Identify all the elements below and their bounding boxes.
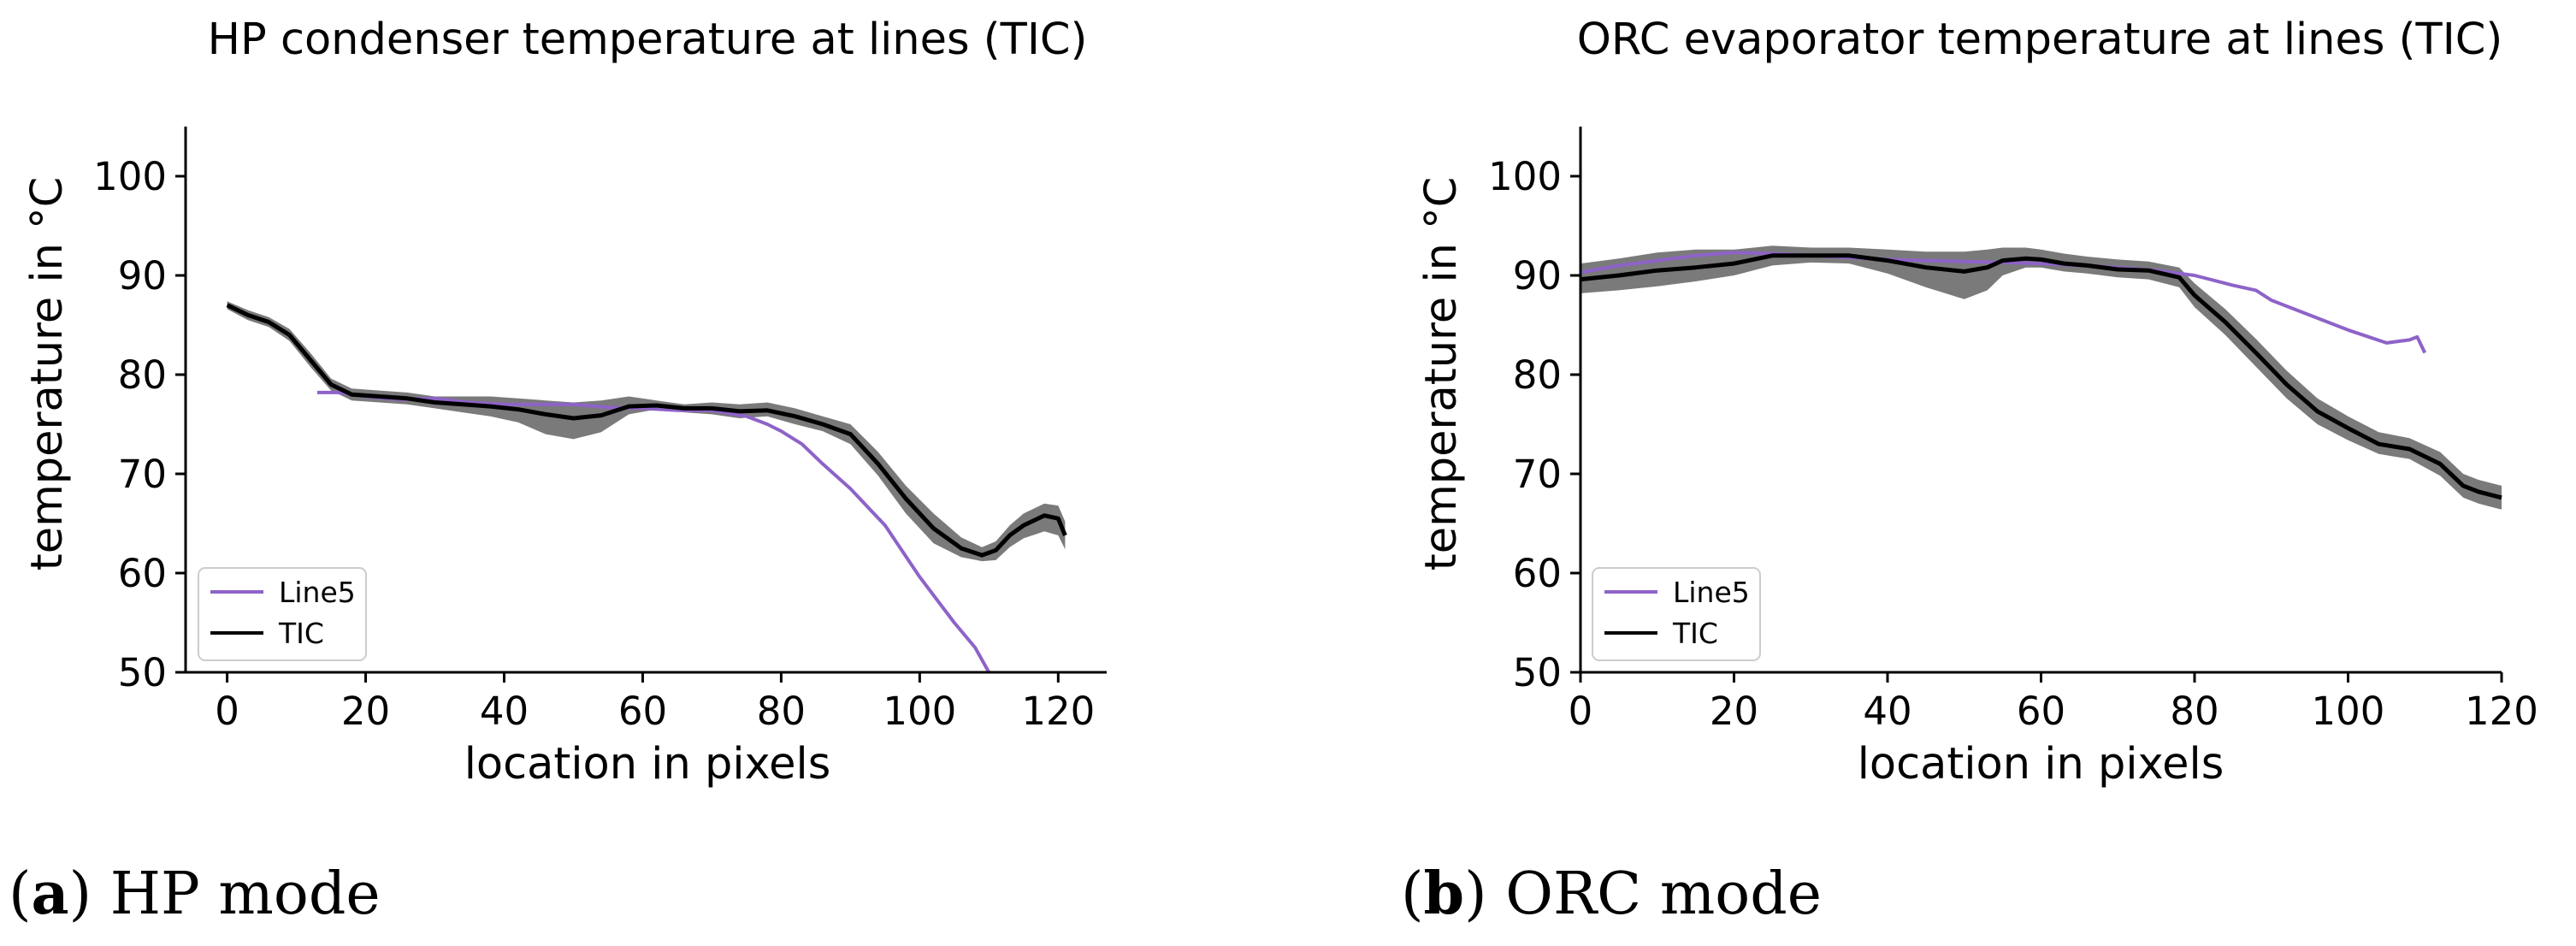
chart-title: HP condenser temperature at lines (TIC) [208,15,1088,65]
caption-letter: b [1423,860,1465,928]
y-tick-label: 50 [1513,650,1562,695]
caption-b: (b) ORC mode [1401,860,1823,928]
series-line-line5 [316,390,991,672]
tic-uncertainty-band [1580,245,2502,510]
y-axis-ticks: 50 60 70 80 90 100 [93,154,186,695]
x-tick-label: 60 [618,689,667,734]
series-line-tic [226,303,1067,558]
x-tick-label: 60 [2017,689,2065,734]
x-axis-ticks: 0 20 40 60 80 100 120 [1569,672,2538,734]
y-axis-label: temperature in °C [1416,177,1467,571]
y-tick-label: 60 [1513,551,1562,596]
y-tick-label: 100 [93,154,167,199]
y-tick-label: 50 [118,650,167,695]
y-tick-label: 90 [1513,253,1562,299]
y-tick-label: 70 [118,452,167,497]
x-tick-label: 20 [1710,689,1758,734]
caption-letter: a [31,860,69,928]
legend: Line5 TIC [198,567,367,661]
series-line-tic [1580,253,2502,500]
legend-label-line5: Line5 [1673,576,1750,609]
x-tick-label: 40 [480,689,529,734]
x-axis-ticks: 0 20 40 60 80 100 120 [215,672,1095,734]
legend-label-line5: Line5 [279,576,356,609]
series-lines-layer [226,303,1067,672]
y-tick-label: 80 [1513,352,1562,398]
x-axis-label: location in pixels [464,739,831,789]
y-tick-label: 90 [118,253,167,299]
x-tick-label: 80 [757,689,806,734]
x-tick-label: 120 [1021,689,1095,734]
panel-hp-condenser: HP condenser temperature at lines (TIC) … [22,15,1107,789]
series-lines-layer [1580,251,2502,500]
x-tick-label: 80 [2170,689,2219,734]
y-tick-label: 100 [1488,154,1562,199]
legend-label-tic: TIC [278,617,324,650]
x-tick-label: 0 [1569,689,1593,734]
caption-a: (a) HP mode [9,860,381,928]
caption-text: ORC mode [1486,860,1823,928]
x-tick-label: 20 [341,689,390,734]
chart-title: ORC evaporator temperature at lines (TIC… [1577,15,2503,65]
y-tick-label: 80 [118,352,167,398]
y-axis-label: temperature in °C [22,177,73,571]
legend: Line5 TIC [1592,567,1761,661]
axes [184,127,1107,674]
y-axis-ticks: 50 60 70 80 90 100 [1488,154,1580,695]
tic-uncertainty-band-layer [227,301,1066,562]
x-tick-label: 120 [2465,689,2538,734]
caption-text: HP mode [92,860,381,928]
legend-label-tic: TIC [1672,617,1718,650]
y-tick-label: 70 [1513,452,1562,497]
tic-uncertainty-band [227,301,1066,562]
x-tick-label: 0 [215,689,239,734]
tic-uncertainty-band-layer [1580,245,2502,510]
x-tick-label: 100 [883,689,956,734]
panel-orc-evaporator: ORC evaporator temperature at lines (TIC… [1416,15,2538,789]
x-tick-label: 40 [1863,689,1911,734]
x-tick-label: 100 [2312,689,2385,734]
x-axis-label: location in pixels [1858,739,2224,789]
y-tick-label: 60 [118,551,167,596]
